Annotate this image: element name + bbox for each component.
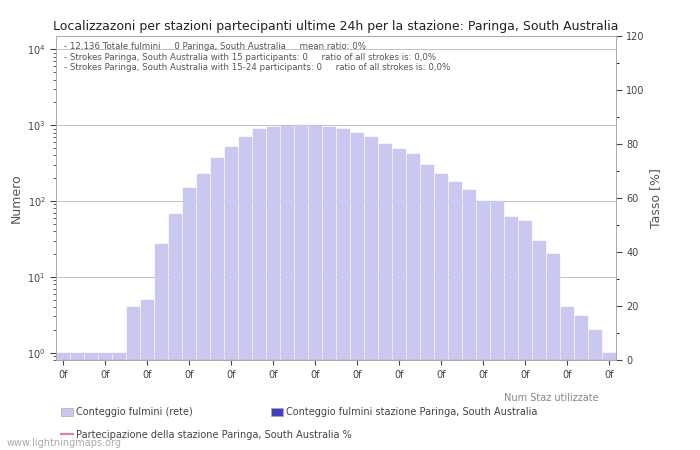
- Legend: Partecipazione della stazione Paringa, South Australia %: Partecipazione della stazione Paringa, S…: [61, 430, 352, 440]
- Bar: [449, 182, 461, 450]
- Bar: [547, 254, 559, 450]
- Bar: [113, 353, 125, 450]
- Bar: [393, 149, 405, 450]
- Bar: [505, 217, 517, 450]
- Y-axis label: Numero: Numero: [10, 173, 23, 223]
- Bar: [57, 353, 69, 450]
- Y-axis label: Tasso [%]: Tasso [%]: [649, 168, 662, 228]
- Bar: [351, 133, 363, 450]
- Title: Localizzazoni per stazioni partecipanti ultime 24h per la stazione: Paringa, Sou: Localizzazoni per stazioni partecipanti …: [53, 20, 619, 33]
- Bar: [141, 300, 153, 450]
- Bar: [239, 137, 251, 450]
- Bar: [127, 307, 139, 450]
- Bar: [421, 165, 433, 450]
- Bar: [253, 129, 265, 450]
- Bar: [337, 130, 349, 450]
- Text: Num Staz utilizzate: Num Staz utilizzate: [504, 393, 598, 403]
- Bar: [463, 190, 475, 450]
- Bar: [561, 307, 573, 450]
- Bar: [99, 353, 111, 450]
- Bar: [365, 137, 377, 450]
- Bar: [295, 125, 307, 450]
- Bar: [589, 330, 601, 450]
- Bar: [603, 353, 615, 450]
- Bar: [323, 127, 335, 450]
- Bar: [155, 244, 167, 450]
- Bar: [85, 353, 97, 450]
- Bar: [309, 126, 321, 450]
- Bar: [519, 220, 531, 450]
- Bar: [477, 201, 489, 450]
- Bar: [267, 127, 279, 450]
- Bar: [407, 154, 419, 450]
- Bar: [491, 201, 503, 450]
- Bar: [379, 144, 391, 450]
- Bar: [435, 174, 447, 450]
- Text: www.lightningmaps.org: www.lightningmaps.org: [7, 437, 122, 447]
- Bar: [197, 174, 209, 450]
- Bar: [281, 126, 293, 450]
- Bar: [225, 147, 237, 450]
- Bar: [71, 353, 83, 450]
- Bar: [575, 316, 587, 450]
- Bar: [183, 188, 195, 450]
- Text: - 12.136 Totale fulmini     0 Paringa, South Australia     mean ratio: 0%
- Stro: - 12.136 Totale fulmini 0 Paringa, South…: [64, 42, 451, 72]
- Bar: [211, 158, 223, 450]
- Bar: [169, 214, 181, 450]
- Bar: [533, 241, 545, 450]
